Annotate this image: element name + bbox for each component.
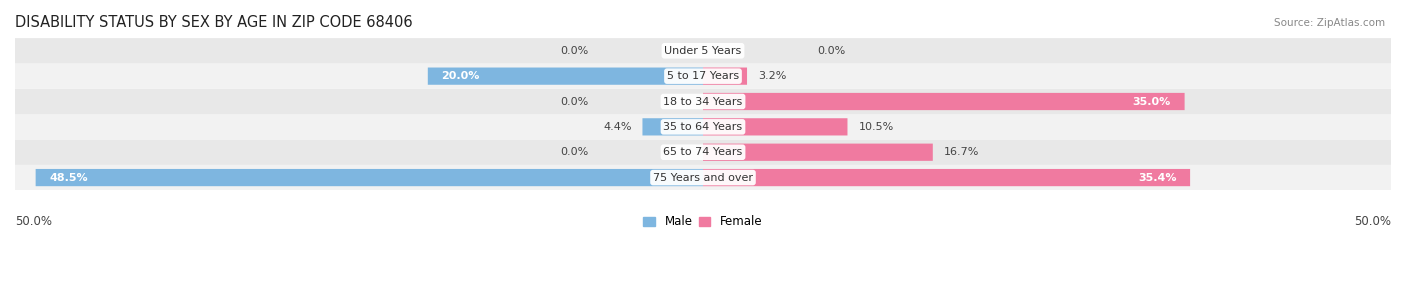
Text: 35 to 64 Years: 35 to 64 Years	[664, 122, 742, 132]
Text: 3.2%: 3.2%	[758, 71, 786, 81]
Text: 75 Years and over: 75 Years and over	[652, 173, 754, 183]
Text: 35.0%: 35.0%	[1133, 96, 1171, 106]
Text: Source: ZipAtlas.com: Source: ZipAtlas.com	[1274, 18, 1385, 28]
Text: DISABILITY STATUS BY SEX BY AGE IN ZIP CODE 68406: DISABILITY STATUS BY SEX BY AGE IN ZIP C…	[15, 15, 412, 30]
Text: Under 5 Years: Under 5 Years	[665, 46, 741, 56]
Text: 18 to 34 Years: 18 to 34 Years	[664, 96, 742, 106]
FancyBboxPatch shape	[703, 169, 1189, 186]
FancyBboxPatch shape	[15, 38, 1391, 63]
FancyBboxPatch shape	[15, 89, 1391, 114]
Text: 0.0%: 0.0%	[561, 147, 589, 157]
FancyBboxPatch shape	[15, 114, 1391, 140]
FancyBboxPatch shape	[703, 144, 932, 161]
Text: 50.0%: 50.0%	[1354, 215, 1391, 228]
Text: 0.0%: 0.0%	[561, 96, 589, 106]
Text: 35.4%: 35.4%	[1137, 173, 1177, 183]
Text: 4.4%: 4.4%	[603, 122, 631, 132]
FancyBboxPatch shape	[35, 169, 703, 186]
FancyBboxPatch shape	[703, 67, 747, 85]
FancyBboxPatch shape	[427, 67, 703, 85]
Text: 5 to 17 Years: 5 to 17 Years	[666, 71, 740, 81]
Legend: Male, Female: Male, Female	[638, 210, 768, 233]
Text: 0.0%: 0.0%	[817, 46, 845, 56]
FancyBboxPatch shape	[15, 140, 1391, 165]
Text: 50.0%: 50.0%	[15, 215, 52, 228]
FancyBboxPatch shape	[703, 118, 848, 135]
Text: 48.5%: 48.5%	[49, 173, 89, 183]
FancyBboxPatch shape	[15, 63, 1391, 89]
Text: 10.5%: 10.5%	[859, 122, 894, 132]
Text: 20.0%: 20.0%	[441, 71, 479, 81]
FancyBboxPatch shape	[703, 93, 1185, 110]
Text: 16.7%: 16.7%	[943, 147, 979, 157]
FancyBboxPatch shape	[15, 165, 1391, 190]
FancyBboxPatch shape	[643, 118, 703, 135]
Text: 0.0%: 0.0%	[561, 46, 589, 56]
Text: 65 to 74 Years: 65 to 74 Years	[664, 147, 742, 157]
